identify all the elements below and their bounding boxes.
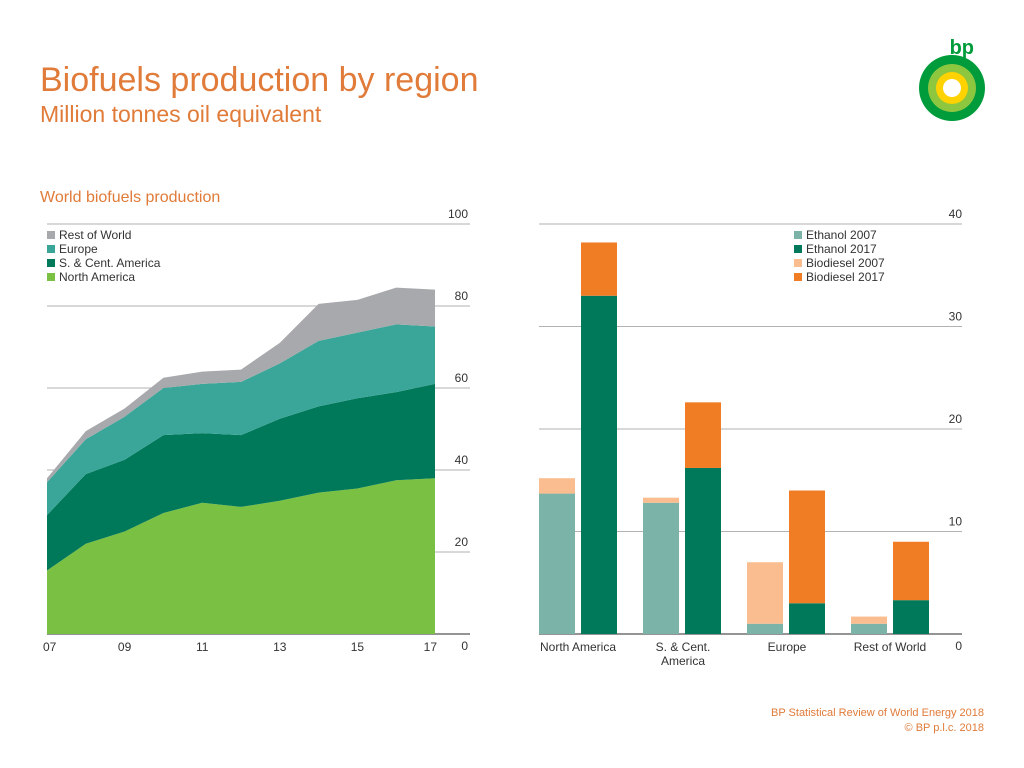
bar-ytick-label: 20 <box>949 412 963 426</box>
bar-ethanol-2007-north-america <box>539 493 575 634</box>
footer-source: BP Statistical Review of World Energy 20… <box>771 707 984 719</box>
bar-biodiesel-2017-rest-of-world <box>893 541 929 601</box>
bar-ytick-label: 0 <box>955 639 962 653</box>
area-ytick-label: 80 <box>455 289 469 303</box>
legend-swatch-europe <box>47 245 55 253</box>
bar-chart-bars <box>539 242 929 634</box>
bar-ethanol-2007-europe <box>747 623 783 634</box>
bar-category-label: Rest of World <box>854 640 926 654</box>
area-xtick-label: 09 <box>118 640 132 654</box>
legend-label-europe: Europe <box>59 242 98 256</box>
bar-ethanol-2017-north-america <box>581 295 617 634</box>
bar-category-label: S. & Cent. <box>656 640 711 654</box>
bar-ethanol-2017-europe <box>789 603 825 634</box>
bar-ytick-label: 30 <box>949 310 963 324</box>
bar-chart-x-axis: North America S. & Cent.America Europe Rest… <box>540 640 926 668</box>
area-s-cent-america <box>47 383 435 571</box>
bp-logo-text: bp <box>950 37 974 59</box>
legend-label-s-cent-america: S. & Cent. America <box>59 256 161 270</box>
helios-icon <box>919 55 985 121</box>
bar-category-label: Europe <box>768 640 807 654</box>
legend-swatch-ethanol-2017 <box>794 245 802 253</box>
legend-label-north-america: North America <box>59 270 135 284</box>
page-subtitle: Million tonnes oil equivalent <box>40 101 322 127</box>
bar-ethanol-2017-rest-of-world <box>893 600 929 634</box>
legend-swatch-ethanol-2007 <box>794 231 802 239</box>
area-europe <box>47 324 435 516</box>
legend-label-ethanol-2017: Ethanol 2017 <box>806 242 877 256</box>
bar-biodiesel-2017-north-america <box>581 242 617 296</box>
bar-biodiesel-2007-s-cent-america <box>643 497 679 503</box>
legend-swatch-rest-of-world <box>47 231 55 239</box>
legend-swatch-s-cent-america <box>47 259 55 267</box>
area-xtick-label: 07 <box>43 640 57 654</box>
bar-chart-y-axis: 0 10 20 30 40 <box>949 207 963 653</box>
bar-ytick-label: 10 <box>949 515 963 529</box>
bar-category-label: North America <box>540 640 616 654</box>
bp-logo: bp <box>919 37 985 121</box>
area-chart: 0 20 40 60 80 100 07 09 11 13 15 17 Rest of WorldE… <box>43 207 470 654</box>
area-ytick-label: 40 <box>455 453 469 467</box>
bar-ytick-label: 40 <box>949 207 963 221</box>
area-xtick-label: 15 <box>351 640 365 654</box>
area-ytick-label: 20 <box>455 535 469 549</box>
area-north-america <box>47 478 435 634</box>
bar-ethanol-2007-rest-of-world <box>851 623 887 634</box>
bar-chart: 0 10 20 30 40 North America S. & Cent.America… <box>539 207 963 668</box>
legend-label-ethanol-2007: Ethanol 2007 <box>806 228 877 242</box>
legend-label-biodiesel-2007: Biodiesel 2007 <box>806 256 885 270</box>
legend-label-biodiesel-2017: Biodiesel 2017 <box>806 270 885 284</box>
area-chart-x-axis: 07 09 11 13 15 17 <box>43 640 437 654</box>
legend-swatch-north-america <box>47 273 55 281</box>
bar-biodiesel-2017-europe <box>789 490 825 604</box>
footer: BP Statistical Review of World Energy 20… <box>771 706 984 736</box>
area-xtick-label: 17 <box>424 640 438 654</box>
legend-label-rest-of-world: Rest of World <box>59 228 131 242</box>
area-chart-y-axis: 0 20 40 60 80 100 <box>448 207 468 653</box>
area-rest-of-world <box>47 287 435 483</box>
legend-swatch-biodiesel-2017 <box>794 273 802 281</box>
bar-biodiesel-2007-north-america <box>539 478 575 494</box>
legend-swatch-biodiesel-2007 <box>794 259 802 267</box>
bar-ethanol-2007-s-cent-america <box>643 502 679 634</box>
bar-ethanol-2017-s-cent-america <box>685 467 721 634</box>
bar-biodiesel-2017-s-cent-america <box>685 402 721 468</box>
bar-biodiesel-2007-europe <box>747 562 783 624</box>
area-xtick-label: 11 <box>196 640 209 654</box>
footer-copyright: © BP p.l.c. 2018 <box>904 722 984 734</box>
area-ytick-label: 100 <box>448 207 468 221</box>
area-ytick-label: 0 <box>461 639 468 653</box>
bar-biodiesel-2007-rest-of-world <box>851 616 887 624</box>
area-xtick-label: 13 <box>273 640 287 654</box>
chart-section-title: World biofuels production <box>40 189 221 206</box>
page-title: Biofuels production by region <box>40 61 479 99</box>
bar-category-label: America <box>661 654 705 668</box>
area-chart-series <box>47 287 435 634</box>
area-ytick-label: 60 <box>455 371 469 385</box>
